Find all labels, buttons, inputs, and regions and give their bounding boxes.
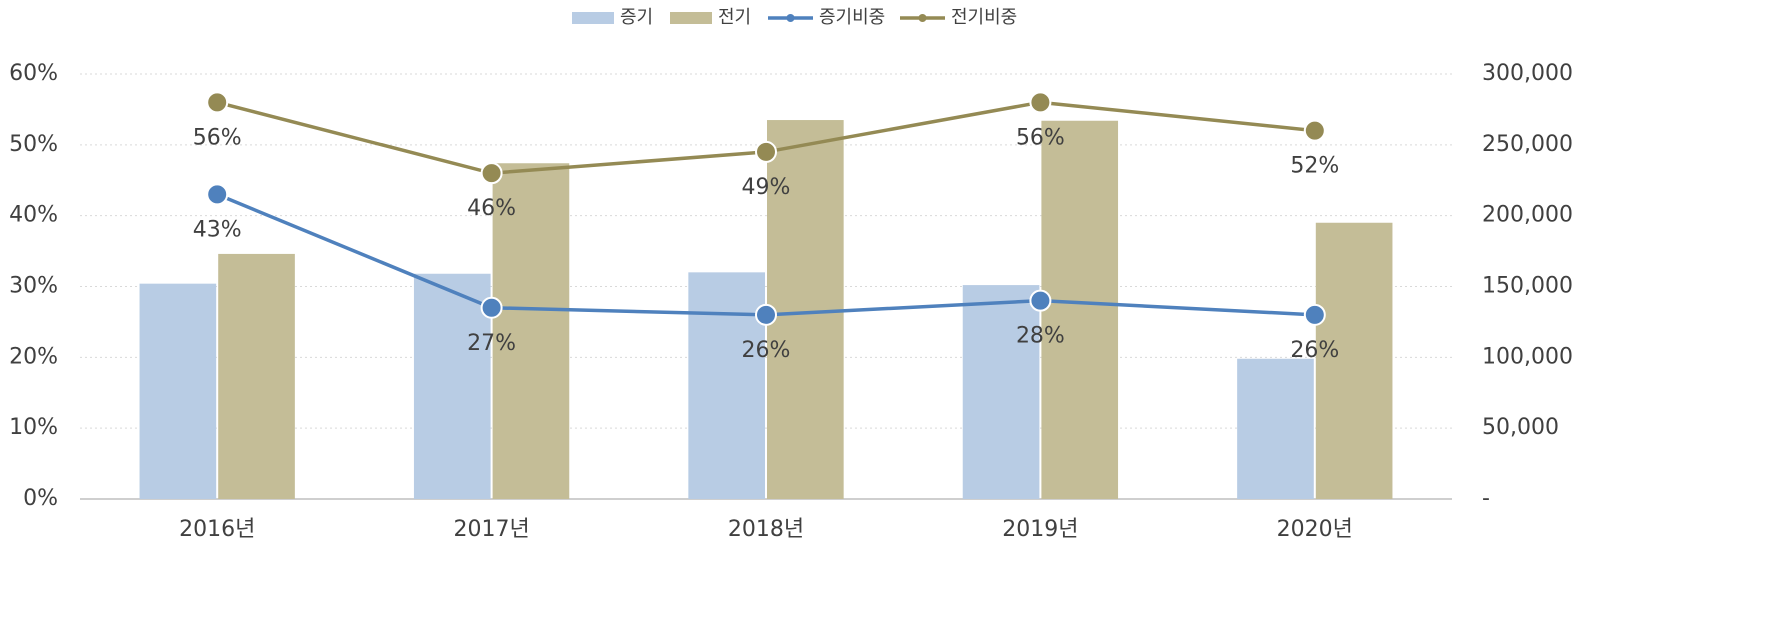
bar xyxy=(218,253,295,499)
y-tick-label: 40% xyxy=(9,203,58,228)
line xyxy=(216,192,1315,317)
x-tick-label: 2017년 xyxy=(453,517,529,542)
x-tick-label: 2018년 xyxy=(728,517,804,542)
line-point xyxy=(206,91,229,114)
bar xyxy=(962,285,1040,499)
line-point xyxy=(755,140,777,163)
x-tick-label: 2016년 xyxy=(179,517,255,542)
data-label: 26% xyxy=(742,338,791,363)
line-point xyxy=(480,162,503,185)
line-point xyxy=(1029,289,1052,312)
bar xyxy=(139,283,217,499)
bar xyxy=(767,120,844,500)
line-point xyxy=(1029,91,1052,114)
data-label: 49% xyxy=(742,175,791,200)
data-label: 43% xyxy=(193,217,242,242)
legend-swatch xyxy=(670,12,712,24)
y2-tick-label: - xyxy=(1482,486,1490,511)
data-label: 26% xyxy=(1290,338,1339,363)
data-label: 27% xyxy=(467,331,516,356)
line-point xyxy=(1303,119,1326,142)
line-point xyxy=(1303,303,1326,326)
line-point xyxy=(480,296,503,319)
legend-label: 전기 xyxy=(718,7,751,28)
y-tick-label: 0% xyxy=(23,486,58,511)
line-point xyxy=(755,303,777,326)
y-tick-label: 50% xyxy=(9,132,58,157)
legend: 증기 전기 증기비중 전기비중 xyxy=(572,7,1017,28)
line-point xyxy=(206,183,229,206)
y-tick-label: 30% xyxy=(9,274,58,299)
y2-tick-label: 250,000 xyxy=(1482,132,1573,157)
y2-tick-label: 200,000 xyxy=(1482,203,1573,228)
bar xyxy=(1315,222,1393,499)
bar xyxy=(688,272,765,499)
legend-label: 증기 xyxy=(620,7,653,28)
bar xyxy=(1041,120,1119,499)
legend-label: 증기비중 xyxy=(819,7,885,28)
y-tick-label: 60% xyxy=(9,61,58,86)
y2-tick-label: 50,000 xyxy=(1482,415,1559,440)
data-label: 56% xyxy=(1016,125,1065,150)
data-label: 56% xyxy=(193,125,242,150)
bar xyxy=(492,163,570,499)
data-label: 52% xyxy=(1290,154,1339,179)
data-label: 28% xyxy=(1016,324,1065,349)
y2-tick-label: 150,000 xyxy=(1482,274,1573,299)
legend-swatch xyxy=(786,14,795,22)
legend-swatch xyxy=(572,12,614,24)
y2-tick-label: 100,000 xyxy=(1482,344,1573,369)
data-label: 46% xyxy=(467,196,516,221)
x-tick-label: 2020년 xyxy=(1277,517,1353,542)
bar xyxy=(1237,358,1314,499)
y2-tick-label: 300,000 xyxy=(1482,61,1573,86)
y-tick-label: 10% xyxy=(9,415,58,440)
legend-label: 전기비중 xyxy=(951,7,1017,28)
bar xyxy=(413,273,491,499)
y-tick-label: 20% xyxy=(9,344,58,369)
legend-swatch xyxy=(918,14,927,22)
x-tick-label: 2019년 xyxy=(1002,517,1078,542)
